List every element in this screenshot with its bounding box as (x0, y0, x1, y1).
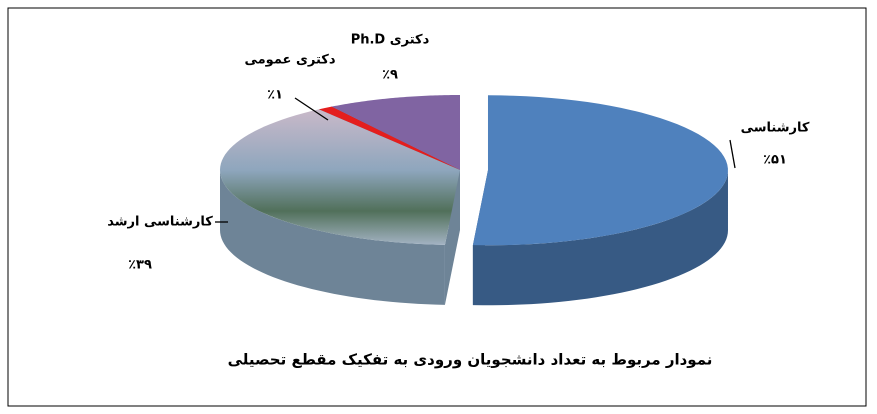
leader-line (729, 139, 736, 169)
leader-line (294, 97, 329, 121)
slice-top (318, 106, 460, 170)
value-label: ٪۵۱ (763, 153, 787, 168)
chart-title: نمودار مربوط به تعداد دانشجویان ورودی به… (228, 351, 713, 369)
slice-label: دکتری عمومی (244, 53, 335, 68)
slice-label: کارشناسی (741, 121, 810, 136)
slice-top (331, 95, 460, 170)
slice-label: دکتری Ph.D (351, 33, 430, 48)
value-label: ٪۱ (267, 88, 283, 103)
value-label: ٪۹ (382, 68, 398, 83)
slice-label: کارشناسی ارشد (107, 215, 213, 230)
pie-slice (220, 109, 460, 305)
slice-side (472, 170, 728, 306)
pie-slice (472, 95, 728, 306)
slice-top (472, 95, 728, 246)
value-label: ٪۳۹ (128, 258, 152, 273)
slice-top (220, 109, 460, 245)
slice-side (220, 170, 445, 305)
